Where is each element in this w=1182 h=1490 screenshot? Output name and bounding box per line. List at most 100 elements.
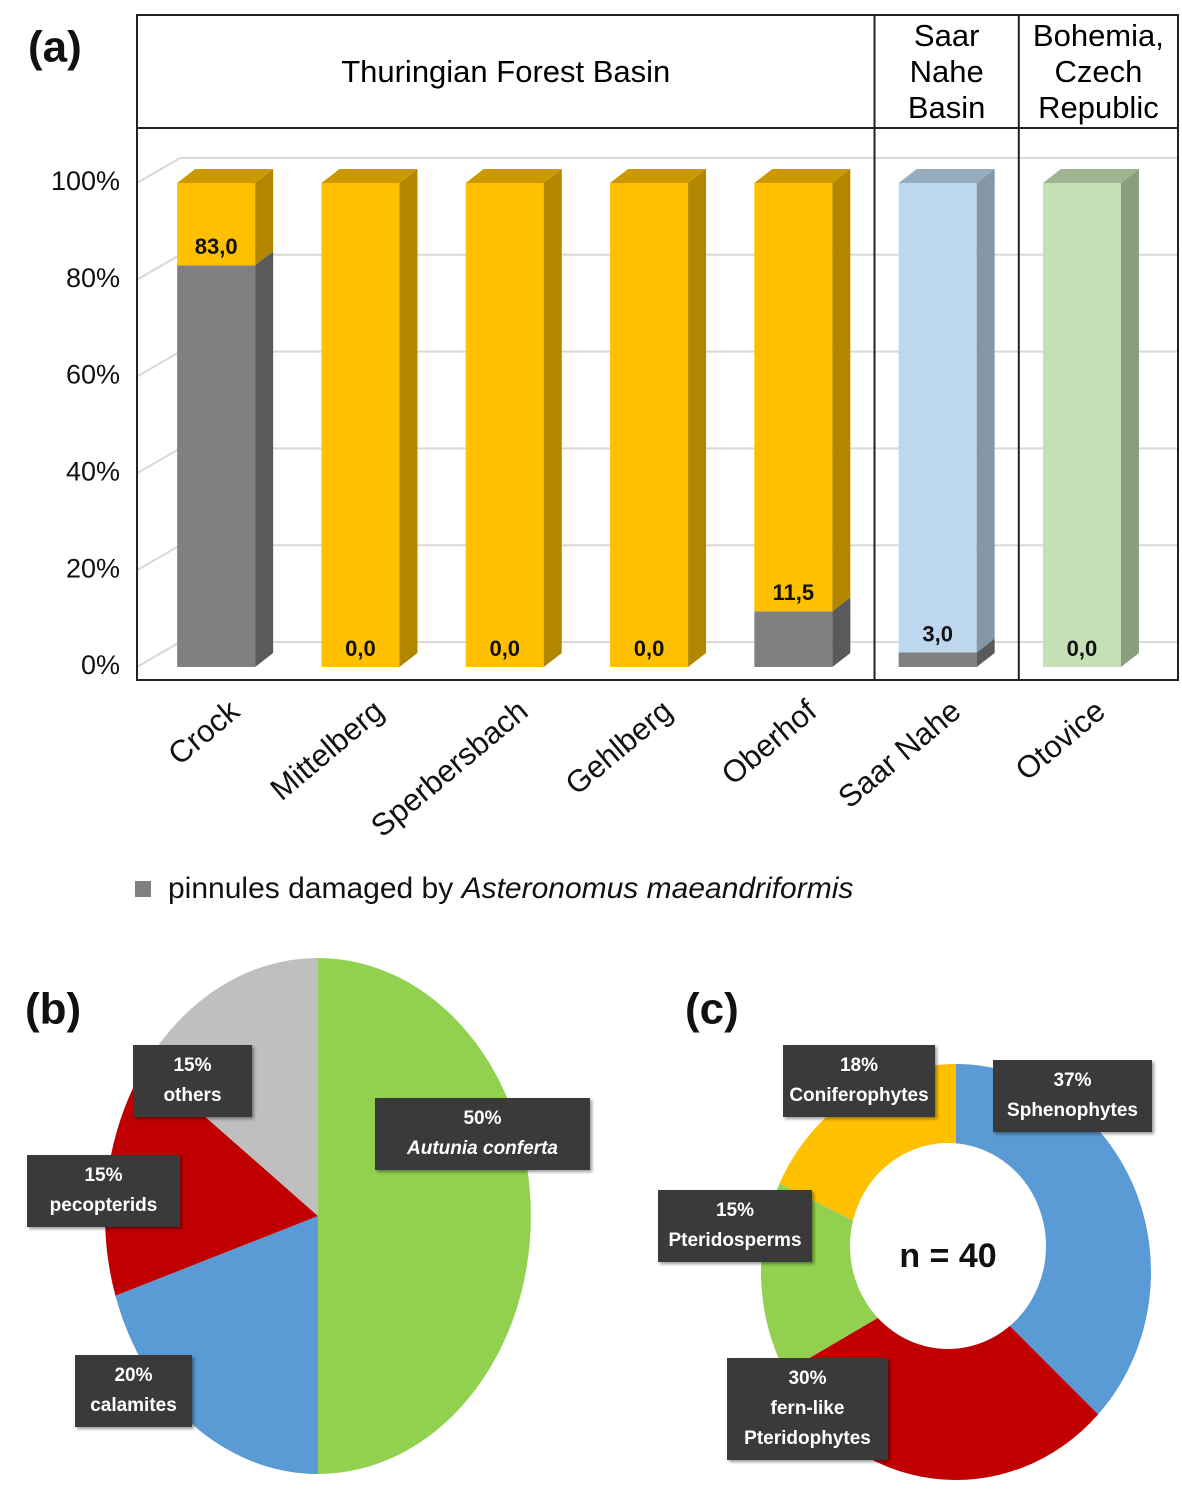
value-label: 20% — [114, 1365, 153, 1386]
grid-line-side — [136, 544, 181, 572]
label-box: 18% Coniferophytes — [783, 1045, 935, 1117]
bar-side — [255, 251, 274, 667]
bar — [177, 183, 256, 266]
panel-label: (b) — [25, 985, 81, 1034]
bar-side — [832, 169, 851, 612]
bar-side — [976, 169, 995, 653]
bar-segment — [898, 638, 995, 667]
grid-line-side — [136, 253, 181, 281]
bar — [177, 265, 256, 667]
bar-segment — [610, 169, 707, 667]
label-box: 15% Pteridosperms — [658, 1190, 812, 1262]
panel-label: (c) — [685, 985, 739, 1034]
y-tick-label: 60% — [66, 360, 120, 390]
y-tick-label: 80% — [66, 263, 120, 293]
category-label: fern-like Pteridophytes — [744, 1398, 871, 1449]
bar-top — [177, 169, 274, 183]
x-tick-label: Mittelberg — [263, 693, 390, 807]
bar — [465, 183, 544, 667]
bar-top — [610, 169, 707, 183]
label-box: 37% Sphenophytes — [993, 1060, 1152, 1132]
value-label: 0,0 — [634, 636, 665, 661]
x-tick-label: Otovice — [1009, 693, 1112, 787]
bar — [898, 652, 977, 667]
slice — [115, 1216, 319, 1474]
bar — [610, 183, 689, 667]
value-label: 15% — [173, 1055, 212, 1076]
group-header: Saar Nahe Basin — [875, 15, 1019, 128]
group-label: Thuringian Forest Basin — [341, 53, 671, 89]
slice — [956, 1064, 1152, 1415]
category-label: others — [163, 1085, 222, 1106]
group-label: Bohemia, Czech Republic — [1032, 17, 1164, 125]
label-box: 30% fern-like Pteridophytes — [727, 1358, 888, 1460]
bar-side — [976, 638, 995, 667]
bar — [1042, 183, 1121, 667]
slice — [318, 958, 531, 1474]
legend-label: pinnules damaged by Asteronomus maeandri… — [168, 872, 853, 905]
group-header: Bohemia, Czech Republic — [1019, 15, 1178, 128]
value-label: 0,0 — [489, 636, 520, 661]
category-label: Sphenophytes — [1007, 1100, 1138, 1121]
y-tick-label: 100% — [51, 166, 120, 196]
bar-top — [321, 169, 418, 183]
category-label: Autunia conferta — [407, 1138, 558, 1159]
label-box: 50% Autunia conferta — [375, 1098, 590, 1170]
bar-top — [754, 169, 851, 183]
legend-swatch — [135, 881, 151, 897]
value-label: 3,0 — [922, 621, 953, 646]
label-box: 20% calamites — [75, 1355, 192, 1427]
y-tick-label: 20% — [66, 553, 120, 583]
category-label: Pteridosperms — [668, 1230, 802, 1251]
slice — [105, 1064, 319, 1296]
grid-line-side — [136, 641, 181, 668]
x-tick-label: Saar Nahe — [831, 693, 967, 815]
x-tick-label: Oberhof — [715, 693, 824, 792]
grid-line-side — [136, 447, 181, 475]
bar-segment — [898, 169, 995, 653]
value-label: 50% — [463, 1108, 502, 1129]
category-label: Coniferophytes — [789, 1085, 929, 1106]
value-label: 11,5 — [773, 580, 815, 605]
value-label: 37% — [1053, 1070, 1092, 1091]
bar-segment — [754, 597, 851, 667]
y-tick-label: 40% — [66, 457, 120, 487]
bar-side — [688, 169, 707, 667]
legend-text-italic: Asteronomus maeandriformis — [460, 872, 854, 905]
bar-side — [399, 169, 418, 667]
bar-segment — [177, 169, 274, 266]
bar-top — [1042, 169, 1139, 183]
legend-text: pinnules damaged by — [168, 872, 453, 905]
value-label: 0,0 — [1067, 636, 1098, 661]
x-tick-label: Sperbersbach — [364, 693, 534, 844]
group-header: Thuringian Forest Basin — [137, 15, 875, 128]
panel-label: (a) — [28, 23, 82, 72]
value-label: 30% — [788, 1368, 827, 1389]
grid-line-side — [136, 157, 181, 184]
value-label: 15% — [84, 1165, 123, 1186]
grid-line-side — [136, 350, 181, 378]
value-label: 0,0 — [345, 636, 376, 661]
y-tick-label: 0% — [81, 650, 120, 680]
bar-segment — [465, 169, 562, 667]
bar — [754, 183, 833, 612]
bar — [898, 183, 977, 653]
value-label: 18% — [839, 1055, 879, 1076]
category-label: pecopterids — [49, 1195, 158, 1216]
donut-hole — [850, 1143, 1046, 1349]
group-label: Saar Nahe Basin — [907, 17, 986, 125]
bar-segment — [321, 169, 418, 667]
value-label: 15% — [715, 1200, 755, 1221]
bar-top — [898, 169, 995, 183]
value-label: 83,0 — [195, 234, 238, 259]
x-tick-label: Crock — [161, 693, 246, 772]
bar-segment — [177, 251, 274, 667]
bar-side — [255, 169, 274, 266]
label-box: 15% pecopterids — [27, 1155, 180, 1227]
label-box: 15% others — [133, 1045, 252, 1117]
category-label: calamites — [90, 1395, 177, 1416]
x-tick-label: Gehlberg — [559, 693, 679, 802]
bar-side — [832, 597, 851, 667]
